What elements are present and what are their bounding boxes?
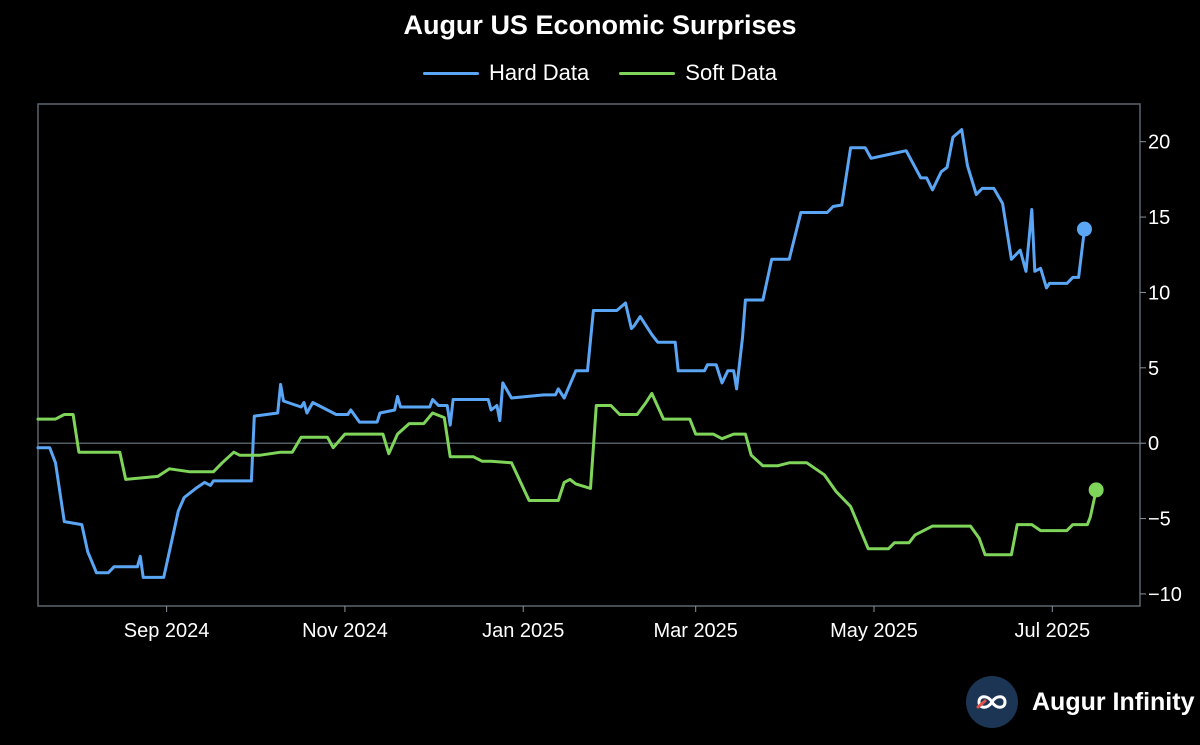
series-endpoint-hard-data bbox=[1076, 221, 1092, 237]
legend-label-soft-data: Soft Data bbox=[685, 60, 777, 85]
infinity-icon bbox=[966, 676, 1018, 728]
x-tick-label: Mar 2025 bbox=[653, 620, 738, 642]
legend-swatch-hard-data bbox=[423, 71, 479, 75]
brand-name: Augur Infinity bbox=[1032, 687, 1195, 716]
y-tick-label: 20 bbox=[1148, 132, 1170, 154]
chart-title: Augur US Economic Surprises bbox=[403, 10, 797, 40]
brand: Augur Infinity bbox=[966, 676, 1194, 728]
y-tick-label: 15 bbox=[1148, 207, 1170, 229]
series-endpoint-soft-data bbox=[1088, 482, 1104, 498]
y-tick-label: 10 bbox=[1148, 282, 1170, 304]
x-tick-label: Nov 2024 bbox=[302, 620, 388, 642]
legend-item-hard-data[interactable]: Hard Data bbox=[423, 60, 589, 86]
series-line-soft-data bbox=[36, 391, 1098, 557]
x-tick-label: Jan 2025 bbox=[482, 620, 564, 642]
y-tick-label: 5 bbox=[1148, 358, 1159, 380]
legend-swatch-soft-data bbox=[619, 71, 676, 75]
x-tick-label: May 2025 bbox=[830, 620, 918, 642]
series-line-hard-data bbox=[36, 128, 1086, 579]
y-tick-label: −5 bbox=[1148, 509, 1171, 531]
legend-label-hard-data: Hard Data bbox=[489, 60, 590, 85]
y-tick-label: −10 bbox=[1148, 584, 1182, 606]
legend-item-soft-data[interactable]: Soft Data bbox=[619, 60, 777, 86]
x-tick-label: Jul 2025 bbox=[1014, 620, 1090, 642]
x-tick-label: Sep 2024 bbox=[124, 620, 210, 642]
plot-frame bbox=[37, 103, 1141, 607]
y-tick-label: 0 bbox=[1148, 433, 1159, 455]
legend: Hard Data Soft Data bbox=[0, 60, 1200, 86]
